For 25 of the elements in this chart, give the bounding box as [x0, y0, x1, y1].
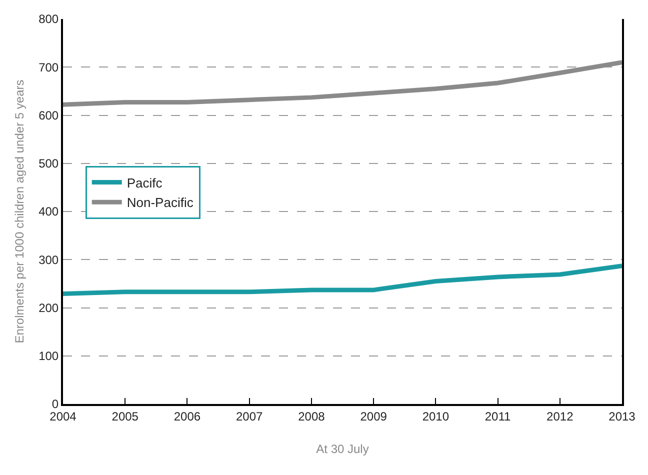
legend-label: Pacifc [126, 175, 163, 190]
y-tick-label: 100 [38, 349, 59, 364]
y-tick-label: 300 [38, 252, 59, 267]
x-axis-title: At 30 July [316, 442, 369, 456]
y-tick-label: 400 [38, 204, 59, 219]
x-tick-label: 2012 [546, 409, 574, 424]
y-tick-label: 700 [38, 60, 59, 74]
x-tick-label: 2009 [360, 409, 388, 424]
y-tick-label: 500 [38, 156, 59, 171]
x-tick-label: 2011 [484, 409, 512, 424]
legend-label: Non-Pacific [126, 195, 194, 210]
line-series [63, 264, 622, 296]
y-tick-label: 200 [38, 300, 59, 315]
y-tick-label: 0 [52, 397, 59, 412]
x-tick-label: 2006 [174, 409, 201, 424]
x-tick-label: 2004 [50, 409, 77, 424]
y-axis-title: Enrolments per 1000 children aged under 5 years [12, 80, 26, 344]
x-tick-label: 2008 [298, 409, 326, 424]
y-tick-label: 800 [38, 12, 59, 26]
x-tick-label: 2013 [608, 409, 636, 424]
y-tick-label: 600 [38, 108, 59, 122]
x-tick-label: 2007 [236, 409, 263, 424]
line-series [63, 60, 622, 107]
x-tick-label: 2010 [422, 409, 450, 424]
x-tick-label: 2005 [112, 409, 139, 424]
